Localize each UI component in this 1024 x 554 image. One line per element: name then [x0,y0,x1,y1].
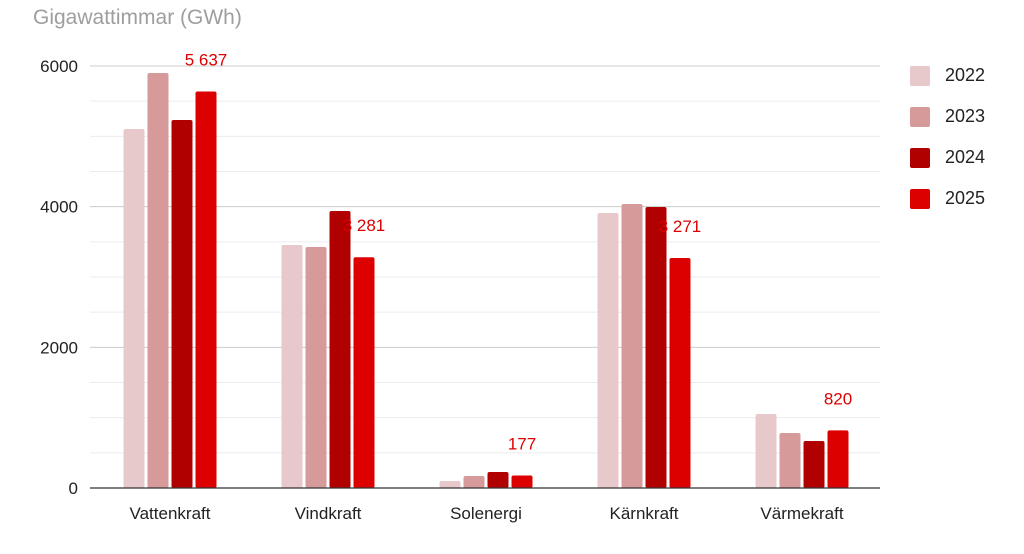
legend-swatch [910,147,930,168]
legend-item: 2025 [910,178,985,219]
legend-label: 2022 [945,65,986,85]
bar-2023 [147,73,169,489]
bar-2023 [779,432,801,488]
x-tick-label: Vattenkraft [130,504,211,523]
legend: 2022 2023 2024 2025 [910,55,985,219]
bar-2024 [487,472,509,488]
bar-2025 [195,91,217,488]
bar-2024 [171,120,193,489]
bar-2024 [645,207,667,489]
y-tick-label: 2000 [40,338,78,357]
bar-2022 [597,212,619,488]
bar-2023 [621,203,643,488]
bar-2024 [329,211,351,488]
data-label: 3 281 [343,216,386,235]
data-label: 3 271 [659,217,702,236]
bar-2025 [353,257,375,488]
x-tick-label: Kärnkraft [610,504,679,523]
x-tick-label: Solenergi [450,504,522,523]
bar-2022 [123,129,145,488]
legend-item: 2022 [910,55,985,96]
y-tick-label: 0 [69,479,78,498]
legend-swatch [910,188,930,209]
legend-swatch [910,65,930,86]
legend-item: 2024 [910,137,985,178]
bar-2024 [803,441,825,488]
y-tick-label: 4000 [40,198,78,217]
bar-2022 [755,414,777,488]
legend-item: 2023 [910,96,985,137]
bar-2023 [463,475,485,488]
legend-swatch [910,106,930,127]
bar-2022 [281,244,303,488]
data-label: 5 637 [185,51,228,70]
legend-label: 2024 [945,147,986,167]
y-tick-label: 6000 [40,57,78,76]
legend-label: 2025 [945,188,986,208]
bar-2022 [439,480,461,488]
x-tick-label: Vindkraft [295,504,362,523]
legend-label: 2023 [945,106,986,126]
bar-2025 [669,257,691,488]
chart-title: Gigawattimmar (GWh) [33,6,242,29]
bar-2025 [511,475,533,488]
bar-2025 [827,430,849,488]
x-tick-label: Värmekraft [760,504,843,523]
bar-2023 [305,246,327,488]
data-label: 177 [508,435,536,454]
data-label: 820 [824,389,852,408]
